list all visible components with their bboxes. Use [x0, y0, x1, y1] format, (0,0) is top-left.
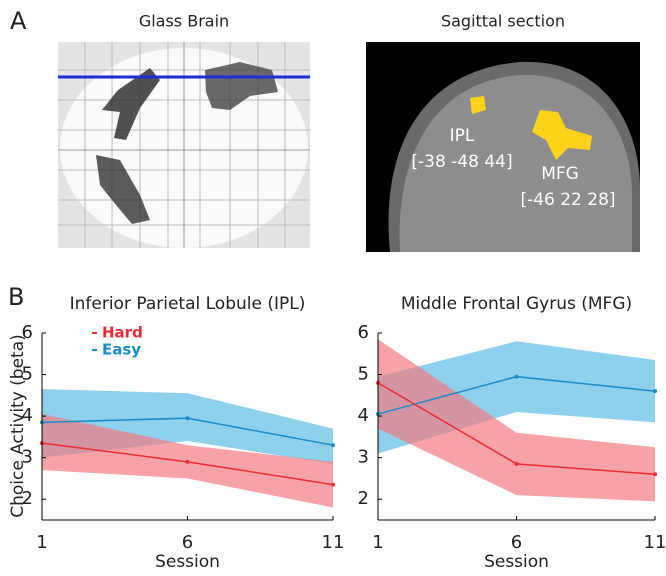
image-title: Glass Brain	[139, 12, 229, 31]
figure: A Glass Brain Sagittal section IPL [-38 …	[0, 0, 666, 572]
x-tick-label: 6	[182, 532, 193, 553]
x-tick-label: 11	[644, 532, 666, 553]
x-tick-label: 11	[322, 532, 345, 553]
y-tick-label: 6	[358, 322, 369, 343]
legend-label: Hard	[102, 324, 143, 342]
annotation: [-46 22 28]	[520, 190, 615, 210]
point	[331, 443, 335, 447]
y-tick-label: 4	[22, 405, 33, 426]
legend-label: Easy	[102, 341, 141, 359]
y-tick-label: 4	[358, 405, 369, 426]
y-tick-label: 5	[358, 364, 369, 385]
y-tick-label: 2	[358, 488, 369, 509]
glass-brain	[58, 42, 310, 248]
point	[515, 462, 519, 466]
y-tick-label: 6	[22, 322, 33, 343]
annotation: MFG	[541, 164, 579, 184]
point	[331, 483, 335, 487]
chart-title: Inferior Parietal Lobule (IPL)	[70, 294, 306, 314]
image-title: Sagittal section	[441, 12, 565, 31]
y-tick-label: 5	[22, 364, 33, 385]
y-tick-label: 3	[22, 447, 33, 468]
annotation: [-38 -48 44]	[411, 152, 512, 172]
panel-label: B	[8, 283, 24, 311]
point	[186, 460, 190, 464]
x-axis-title: Session	[155, 552, 220, 572]
point	[186, 416, 190, 420]
x-tick-label: 1	[372, 532, 383, 553]
sagittal-section	[366, 42, 640, 252]
y-tick-label: 3	[358, 447, 369, 468]
x-tick-label: 6	[511, 532, 522, 553]
y-tick-label: 2	[22, 488, 33, 509]
point	[515, 375, 519, 379]
x-tick-label: 1	[36, 532, 47, 553]
annotation: IPL	[450, 126, 475, 146]
point	[653, 472, 657, 476]
point	[653, 389, 657, 393]
chart-title: Middle Frontal Gyrus (MFG)	[401, 294, 632, 314]
x-axis-title: Session	[484, 552, 549, 572]
panel-label: A	[10, 7, 27, 35]
